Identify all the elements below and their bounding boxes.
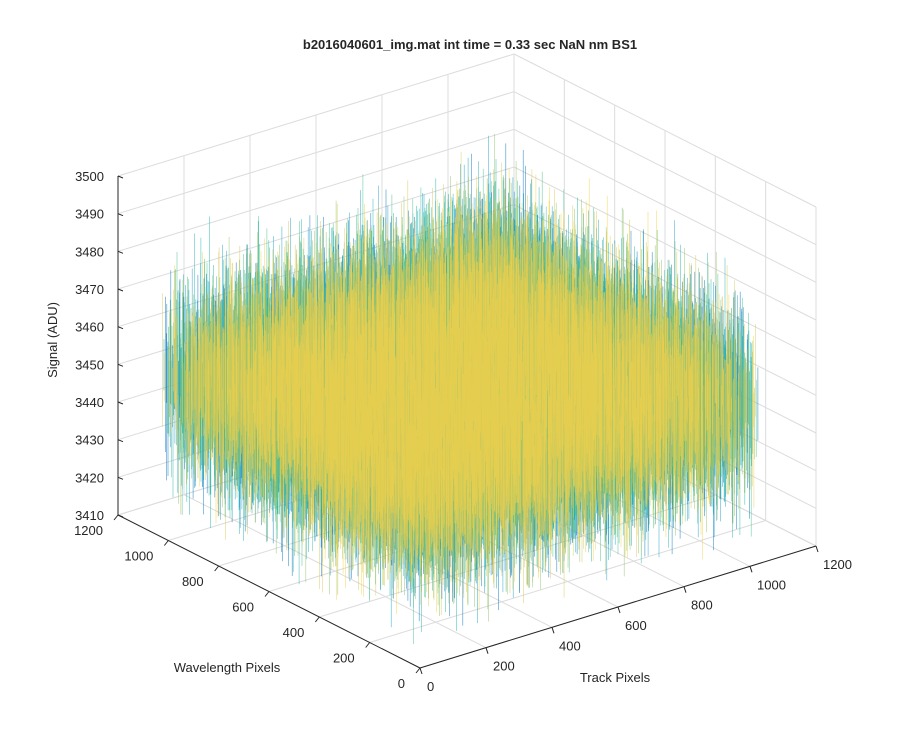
y-tick-mark — [264, 591, 270, 597]
z-tick-label: 3410 — [75, 508, 104, 523]
floor-grid-line — [183, 494, 487, 649]
wall-grid-line — [513, 91, 817, 246]
y-tick-label: 600 — [232, 600, 254, 615]
wall-grid-line — [513, 53, 817, 208]
y-tick-mark — [365, 642, 371, 648]
z-tick-label: 3460 — [75, 320, 104, 335]
z-tick-mark — [117, 514, 124, 518]
z-tick-label: 3420 — [75, 470, 104, 485]
y-tick-mark — [113, 514, 119, 521]
surface-stroke-group — [164, 168, 755, 615]
x-tick-mark — [815, 545, 819, 553]
z-tick-label: 3440 — [75, 395, 104, 410]
z-tick-label: 3450 — [75, 357, 104, 372]
z-tick-label: 3490 — [75, 207, 104, 222]
z-tick-mark — [117, 401, 124, 405]
x-tick-mark — [551, 627, 555, 634]
x-tick-label: 1200 — [823, 557, 852, 572]
y-tick-label: 800 — [182, 574, 204, 589]
y-axis-label: Wavelength Pixels — [174, 660, 281, 675]
z-tick-mark — [117, 363, 124, 367]
x-tick-mark — [617, 606, 621, 614]
x-tick-mark — [419, 667, 423, 675]
z-tick-mark — [117, 213, 124, 217]
y-tick-mark — [314, 616, 320, 623]
wall-grid-line — [117, 53, 515, 177]
z-tick-mark — [117, 288, 124, 292]
z-tick-mark — [117, 250, 124, 254]
y-tick-mark — [214, 565, 220, 572]
z-tick-mark — [117, 476, 124, 480]
wall-grid-line — [117, 166, 515, 290]
wall-grid-line — [513, 166, 817, 321]
x-tick-label: 200 — [493, 659, 515, 674]
surface-layer — [162, 134, 759, 645]
z-tick-label: 3500 — [75, 169, 104, 184]
y-tick-label: 1200 — [74, 523, 103, 538]
x-tick-mark — [485, 647, 489, 654]
wall-grid-line — [513, 128, 817, 283]
x-axis-label: Track Pixels — [580, 670, 651, 685]
z-tick-mark — [117, 326, 124, 330]
x-tick-mark — [749, 566, 753, 573]
z-tick-label: 3430 — [75, 433, 104, 448]
x-tick-label: 600 — [625, 618, 647, 633]
x-tick-label: 0 — [427, 679, 434, 694]
y-tick-label: 200 — [333, 651, 355, 666]
z-tick-mark — [117, 175, 124, 179]
z-tick-mark — [117, 439, 124, 443]
x-tick-label: 800 — [691, 598, 713, 613]
x-tick-mark — [683, 586, 687, 593]
y-tick-label: 400 — [283, 625, 305, 640]
z-tick-label: 3480 — [75, 244, 104, 259]
chart-title: b2016040601_img.mat int time = 0.33 sec … — [303, 37, 637, 52]
y-tick-mark — [415, 667, 421, 674]
y-tick-label: 1000 — [124, 549, 153, 564]
z-axis-label: Signal (ADU) — [45, 302, 60, 378]
wall-grid-line — [117, 128, 515, 252]
axis-layer: 0 200 400 600 800 1000 1200 0 200 400 600 800 1000 12… — [74, 169, 852, 694]
x-tick-label: 1000 — [757, 577, 786, 592]
y-tick-mark — [163, 540, 169, 546]
x-tick-label: 400 — [559, 638, 581, 653]
y-tick-label: 0 — [398, 676, 405, 691]
z-tick-label: 3470 — [75, 282, 104, 297]
wall-grid-line — [117, 91, 515, 215]
